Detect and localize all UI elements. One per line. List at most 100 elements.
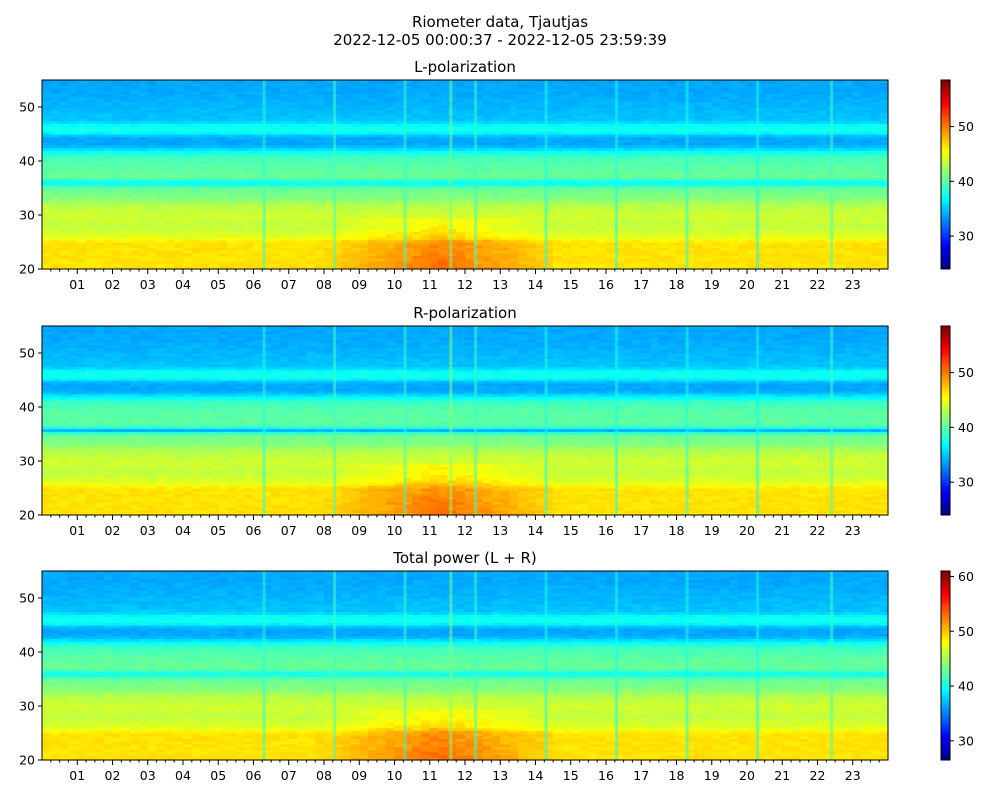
heatmap-cell (279, 152, 290, 157)
heatmap-cell (561, 242, 572, 246)
heatmap-cell (614, 174, 625, 178)
heatmap-cell (183, 212, 193, 216)
heatmap-cell (350, 220, 360, 224)
heatmap-cell (650, 139, 660, 143)
heatmap-cell (130, 250, 140, 254)
heatmap-cell (438, 147, 448, 151)
heatmap-cell (227, 206, 237, 211)
heatmap-cell (200, 182, 211, 186)
heatmap-cell (341, 266, 352, 270)
heatmap-cell (482, 190, 493, 194)
heatmap-cell (606, 204, 616, 208)
heatmap-cell (332, 134, 343, 138)
heatmap-cell (570, 188, 581, 192)
heatmap-cell (297, 233, 307, 238)
heatmap-cell (350, 136, 360, 140)
heatmap-cell (130, 166, 140, 170)
heatmap-cell (852, 250, 863, 254)
heatmap-cell (553, 266, 563, 270)
heatmap-cell (685, 139, 695, 143)
heatmap-cell (808, 263, 819, 267)
heatmap-cell (526, 166, 537, 170)
heatmap-cell (482, 212, 493, 216)
heatmap-cell (297, 220, 307, 224)
heatmap-cell (738, 228, 748, 232)
heatmap-cell (738, 147, 748, 151)
heatmap-cell (773, 215, 783, 219)
heatmap-cell (632, 212, 642, 216)
heatmap-cell (253, 161, 263, 165)
heatmap-cell (667, 201, 678, 205)
heatmap-cell (77, 255, 87, 259)
heatmap-cell (852, 177, 863, 181)
heatmap-cell (412, 190, 422, 194)
heatmap-cell (588, 152, 598, 157)
heatmap-cell (429, 231, 440, 235)
heatmap-cell (711, 185, 722, 189)
heatmap-cell (227, 225, 237, 230)
heatmap-cell (799, 215, 810, 219)
heatmap-cell (209, 185, 219, 189)
heatmap-cell (456, 169, 466, 173)
heatmap-cell (861, 209, 871, 213)
heatmap-cell (368, 155, 378, 159)
heatmap-cell (156, 198, 166, 203)
heatmap-cell (359, 212, 369, 216)
heatmap-cell (156, 220, 166, 224)
heatmap-cell (465, 247, 475, 251)
heatmap-cell (535, 247, 545, 251)
heatmap-cell (535, 150, 545, 154)
heatmap-cell (606, 225, 616, 230)
heatmap-cell (473, 139, 484, 143)
heatmap-cell (394, 247, 404, 251)
heatmap-cell (817, 166, 827, 170)
heatmap-cell (870, 228, 880, 232)
heatmap-cell (632, 150, 642, 154)
heatmap-cell (465, 139, 475, 143)
heatmap-cell (244, 158, 255, 162)
heatmap-cell (606, 209, 616, 213)
heatmap-cell (59, 263, 70, 267)
heatmap-cell (764, 144, 775, 149)
heatmap-cell (412, 136, 422, 140)
heatmap-cell (103, 155, 114, 159)
heatmap-cell (747, 128, 757, 132)
heatmap-cell (315, 134, 325, 138)
heatmap-cell (191, 188, 202, 192)
heatmap-cell (667, 255, 678, 259)
heatmap-cell (747, 228, 757, 232)
heatmap-cell (156, 169, 166, 173)
heatmap-cell (473, 134, 484, 138)
heatmap-cell (614, 236, 625, 240)
heatmap-cell (676, 182, 686, 186)
heatmap-cell (641, 171, 651, 176)
heatmap-cell (86, 206, 96, 211)
heatmap-cell (473, 260, 484, 265)
heatmap-cell (702, 147, 713, 151)
heatmap-cell (403, 236, 413, 240)
heatmap-cell (385, 206, 396, 211)
heatmap-cell (553, 142, 563, 146)
heatmap-cell (147, 155, 158, 159)
heatmap-cell (420, 231, 431, 235)
heatmap-cell (209, 131, 219, 135)
heatmap-cell (324, 190, 334, 194)
heatmap-cell (561, 225, 572, 230)
heatmap-cell (253, 158, 263, 162)
heatmap-cell (324, 155, 334, 159)
heatmap-cell (632, 258, 642, 262)
heatmap-cell (420, 196, 431, 200)
heatmap-cell (843, 225, 854, 230)
heatmap-cell (623, 209, 634, 213)
heatmap-cell (138, 266, 149, 270)
heatmap-cell (588, 166, 598, 170)
heatmap-cell (500, 155, 510, 159)
heatmap-cell (130, 217, 140, 221)
heatmap-cell (570, 196, 581, 200)
heatmap-cell (614, 144, 625, 149)
heatmap-cell (359, 228, 369, 232)
heatmap-cell (808, 204, 819, 208)
heatmap-cell (297, 128, 307, 132)
heatmap-cell (861, 152, 871, 157)
